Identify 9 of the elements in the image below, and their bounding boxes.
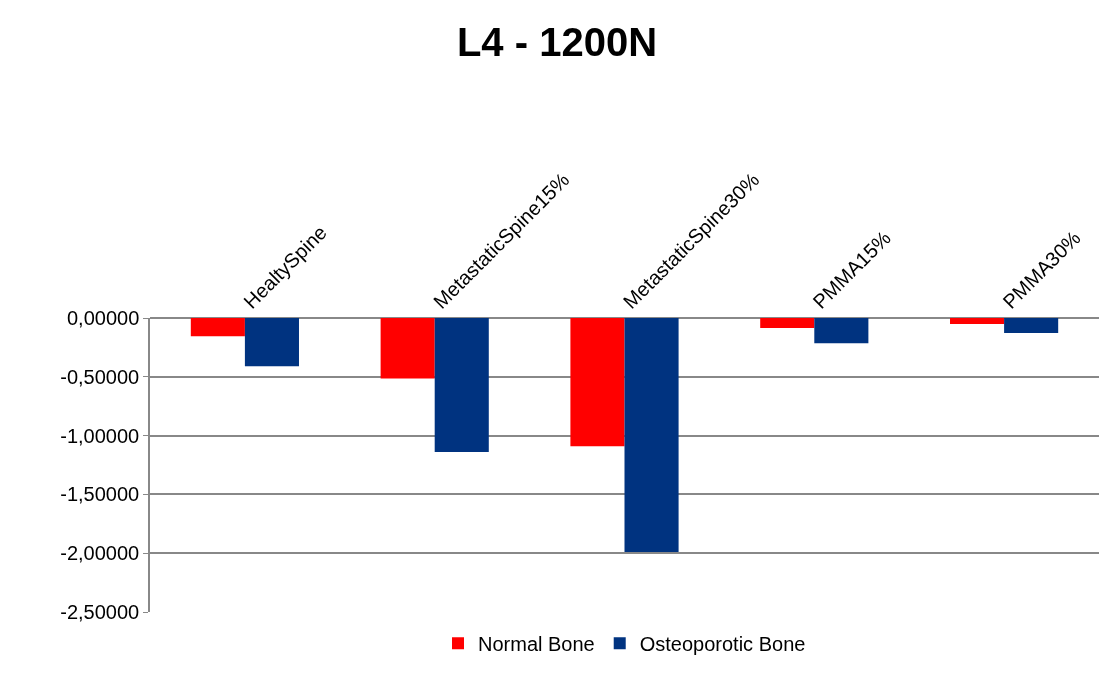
y-tick-label: -1,00000 (60, 424, 140, 447)
legend-label: Osteoporotic Bone (639, 633, 806, 656)
y-tick-label: -0,50000 (60, 365, 140, 388)
legend-label: Normal Bone (478, 633, 595, 656)
chart-title: L4 - 1200N (456, 19, 658, 64)
y-tick-label: -2,50000 (60, 601, 140, 623)
y-tick-label: 0,00000 (66, 307, 140, 329)
y-tick-label: -2,00000 (60, 542, 140, 565)
y-tick-label: -1,50000 (60, 483, 140, 506)
